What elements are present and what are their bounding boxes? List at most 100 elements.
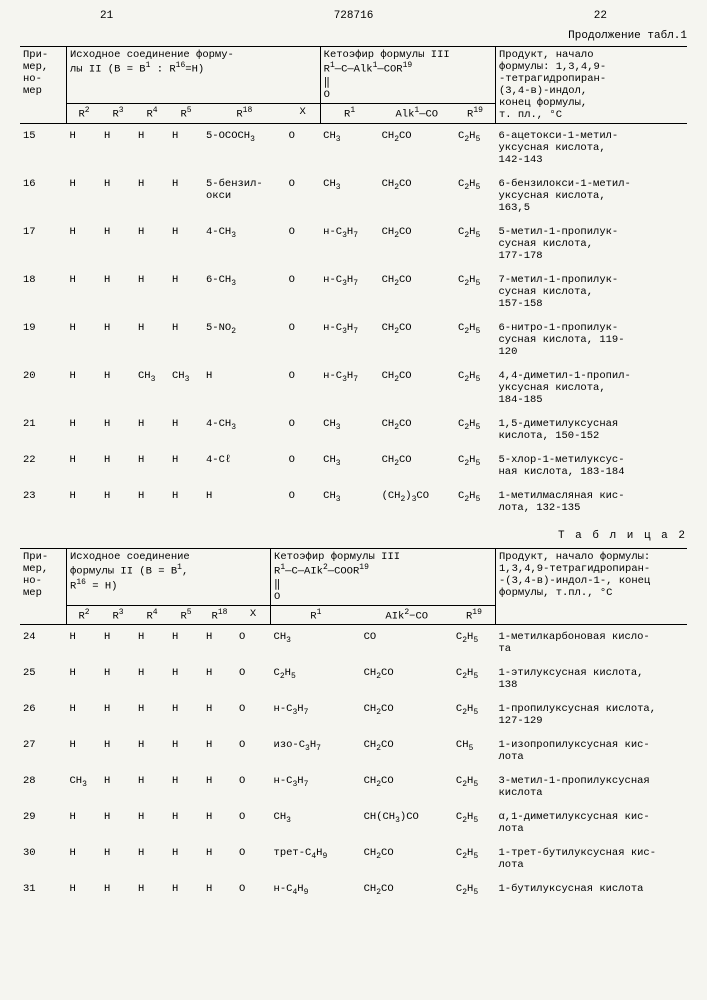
cell-r19: C2H5 (455, 484, 495, 520)
cell-n: 31 (20, 877, 67, 903)
table-row: 18HHHH6-CH3Oн-C3H7CH2COC2H57-метил-1-про… (20, 268, 687, 316)
t1-sub-alk: Alk1—CO (379, 104, 455, 124)
cell-prod: 1-изопропилуксусная кис-лота (496, 733, 688, 769)
cell-r19: C2H5 (455, 220, 495, 268)
table-1: При-мер,но-мер Исходное соединение форму… (20, 46, 687, 520)
cell-alk: CH2CO (379, 172, 455, 220)
cell-x: O (286, 484, 321, 520)
cell-n: 27 (20, 733, 67, 769)
t2-sub-r1: R1 (271, 605, 361, 625)
cell-r18: H (203, 364, 286, 412)
cell-r5: H (169, 220, 203, 268)
t1-sub-r1: R1 (320, 104, 378, 124)
t1-h-src: Исходное соединение форму-лы II (B = B1 … (67, 47, 321, 104)
cell-r18: 6-CH3 (203, 268, 286, 316)
cell-x: O (236, 697, 271, 733)
table-row: 17HHHH4-CH3Oн-C3H7CH2COC2H55-метил-1-про… (20, 220, 687, 268)
cell-r5: H (169, 733, 203, 769)
cell-r19: C2H5 (453, 661, 496, 697)
table-row: 30HHHHHOтрет-C4H9CH2COC2H51-трет-бутилук… (20, 841, 687, 877)
cell-x: O (286, 412, 321, 448)
cell-x: O (286, 172, 321, 220)
table-row: 16HHHH5-бензил-оксиOCH3CH2COC2H56-бензил… (20, 172, 687, 220)
cell-r1: н-C3H7 (320, 268, 378, 316)
cell-r19: C2H5 (455, 412, 495, 448)
cell-alk: CH2CO (361, 841, 453, 877)
cell-r3: H (101, 448, 135, 484)
table-row: 22HHHH4-CℓOCH3CH2COC2H55-хлор-1-метилукс… (20, 448, 687, 484)
t2-h-prod: Продукт, начало формулы:1,3,4,9-тетрагид… (496, 549, 688, 625)
cell-r3: H (101, 484, 135, 520)
cell-r19: CH5 (453, 733, 496, 769)
cell-n: 18 (20, 268, 67, 316)
cell-r18: H (203, 805, 236, 841)
cell-n: 16 (20, 172, 67, 220)
cell-r2: H (67, 220, 102, 268)
cell-prod: 4,4-диметил-1-пропил-уксусная кислота,18… (496, 364, 688, 412)
cell-r18: 5-бензил-окси (203, 172, 286, 220)
cell-r19: C2H5 (453, 625, 496, 662)
cell-r3: H (101, 268, 135, 316)
cell-n: 30 (20, 841, 67, 877)
cell-x: O (236, 841, 271, 877)
cell-r4: H (135, 220, 169, 268)
cell-r4: H (135, 661, 169, 697)
cell-r5: H (169, 661, 203, 697)
cell-x: O (236, 877, 271, 903)
cell-prod: 1-пропилуксусная кислота,127-129 (496, 697, 688, 733)
cell-prod: 5-хлор-1-метилуксус-ная кислота, 183-184 (496, 448, 688, 484)
cell-r18: 4-CH3 (203, 412, 286, 448)
table-row: 27HHHHHOизо-C3H7CH2COCH51-изопропилуксус… (20, 733, 687, 769)
cell-alk: CH2CO (379, 364, 455, 412)
cell-r5: H (169, 805, 203, 841)
cell-r4: H (135, 697, 169, 733)
cell-r19: C2H5 (453, 877, 496, 903)
cell-r3: H (101, 877, 135, 903)
cell-prod: 1-метилкарбоновая кисло-та (496, 625, 688, 662)
t2-h-src: Исходное соединениеформулы II (B = B1,R1… (67, 549, 271, 606)
cell-r18: 4-Cℓ (203, 448, 286, 484)
cell-alk: CH2CO (361, 733, 453, 769)
table-row: 31HHHHHOн-C4H9CH2COC2H51-бутилуксусная к… (20, 877, 687, 903)
t2-sub-r19: R19 (453, 605, 496, 625)
cell-r18: 5-NO2 (203, 316, 286, 364)
cell-r3: H (101, 733, 135, 769)
cell-r1: изо-C3H7 (271, 733, 361, 769)
cell-r19: C2H5 (455, 448, 495, 484)
cell-alk: CH2CO (379, 268, 455, 316)
doc-number: 728716 (334, 10, 374, 22)
t1-h-keto: Кетоэфир формулы IIIR1—C—Alk1—COR19 ‖ O (320, 47, 495, 104)
cell-prod: 6-бензилокси-1-метил-уксусная кислота,16… (496, 172, 688, 220)
t1-sub-r18: R18 (203, 104, 286, 124)
cell-r2: H (67, 316, 102, 364)
cell-prod: 1-этилуксусная кислота,138 (496, 661, 688, 697)
t2-h-keto: Кетоэфир формулы IIIR1—C—AIk2—COOR19 ‖ O (271, 549, 496, 606)
cell-alk: CH2CO (361, 769, 453, 805)
cell-alk: CH2CO (361, 877, 453, 903)
cell-n: 15 (20, 124, 67, 173)
table-row: 23HHHHHOCH3(CH2)3COC2H51-метилмасляная к… (20, 484, 687, 520)
cell-r2: H (67, 877, 102, 903)
page-num-left: 21 (100, 10, 113, 22)
cell-r3: H (101, 625, 135, 662)
t2-sub-r4: R4 (135, 605, 169, 625)
cell-r1: CH3 (320, 124, 378, 173)
t1-sub-r3: R3 (101, 104, 135, 124)
cell-r2: H (67, 661, 102, 697)
table-row: 26HHHHHOн-C3H7CH2COC2H51-пропилуксусная … (20, 697, 687, 733)
cell-r5: H (169, 172, 203, 220)
table-row: 20HHCH3CH3HOн-C3H7CH2COC2H54,4-диметил-1… (20, 364, 687, 412)
cell-alk: (CH2)3CO (379, 484, 455, 520)
cell-r1: CH3 (320, 172, 378, 220)
cell-r4: H (135, 124, 169, 173)
page-num-right: 22 (594, 10, 607, 22)
cell-x: O (236, 805, 271, 841)
cell-n: 23 (20, 484, 67, 520)
cell-r5: H (169, 841, 203, 877)
cell-r2: H (67, 124, 102, 173)
cell-alk: CH2CO (379, 316, 455, 364)
cell-r18: H (203, 769, 236, 805)
cell-r18: 4-CH3 (203, 220, 286, 268)
cell-r4: H (135, 769, 169, 805)
table-row: 24HHHHHOCH3COC2H51-метилкарбоновая кисло… (20, 625, 687, 662)
